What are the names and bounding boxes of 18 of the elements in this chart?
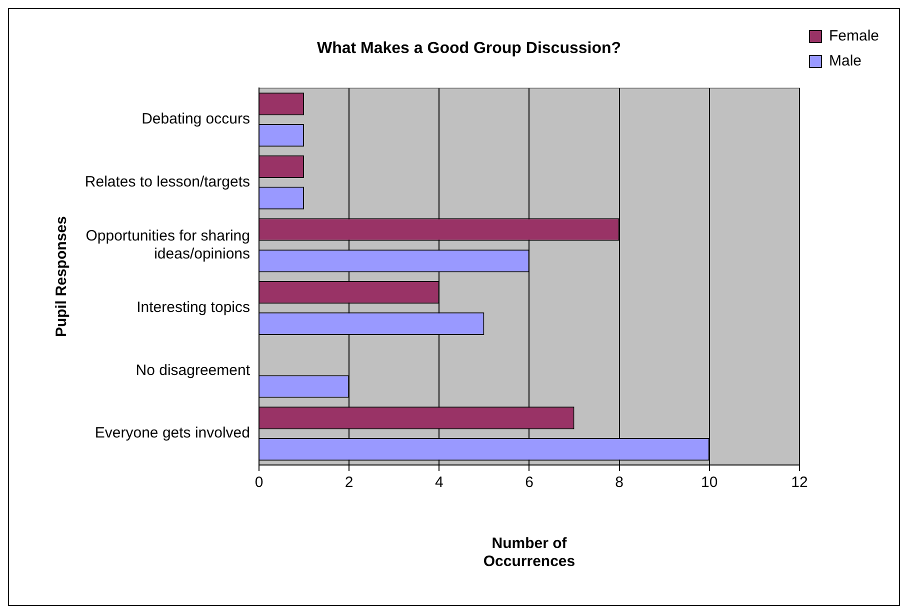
x-tick-label: 6 (525, 474, 534, 492)
x-tick-label: 2 (344, 474, 354, 492)
legend-label: Female (828, 28, 880, 45)
x-axis-title: Number of Occurrences (483, 535, 576, 570)
y-tick-label: Everyone gets involved (94, 424, 250, 442)
x-tick-label: 12 (791, 474, 808, 492)
x-tick-label: 8 (615, 474, 624, 492)
x-tick-label: 0 (254, 474, 264, 492)
y-tick-label: Interesting topics (136, 299, 250, 316)
x-tick-label: 4 (434, 474, 444, 492)
x-tick-label: 10 (701, 474, 718, 492)
y-tick-label: Debating occurs (142, 110, 250, 128)
y-axis-title: Pupil Responses (53, 216, 70, 338)
y-tick-label: Opportunities for sharing ideas/opinions (86, 227, 250, 262)
y-tick-label: No disagreement (136, 362, 251, 379)
legend-label: Male (828, 52, 862, 70)
chart-title: What Makes a Good Group Discussion? (316, 40, 622, 58)
y-tick-label: Relates to lesson/targets (84, 174, 250, 191)
